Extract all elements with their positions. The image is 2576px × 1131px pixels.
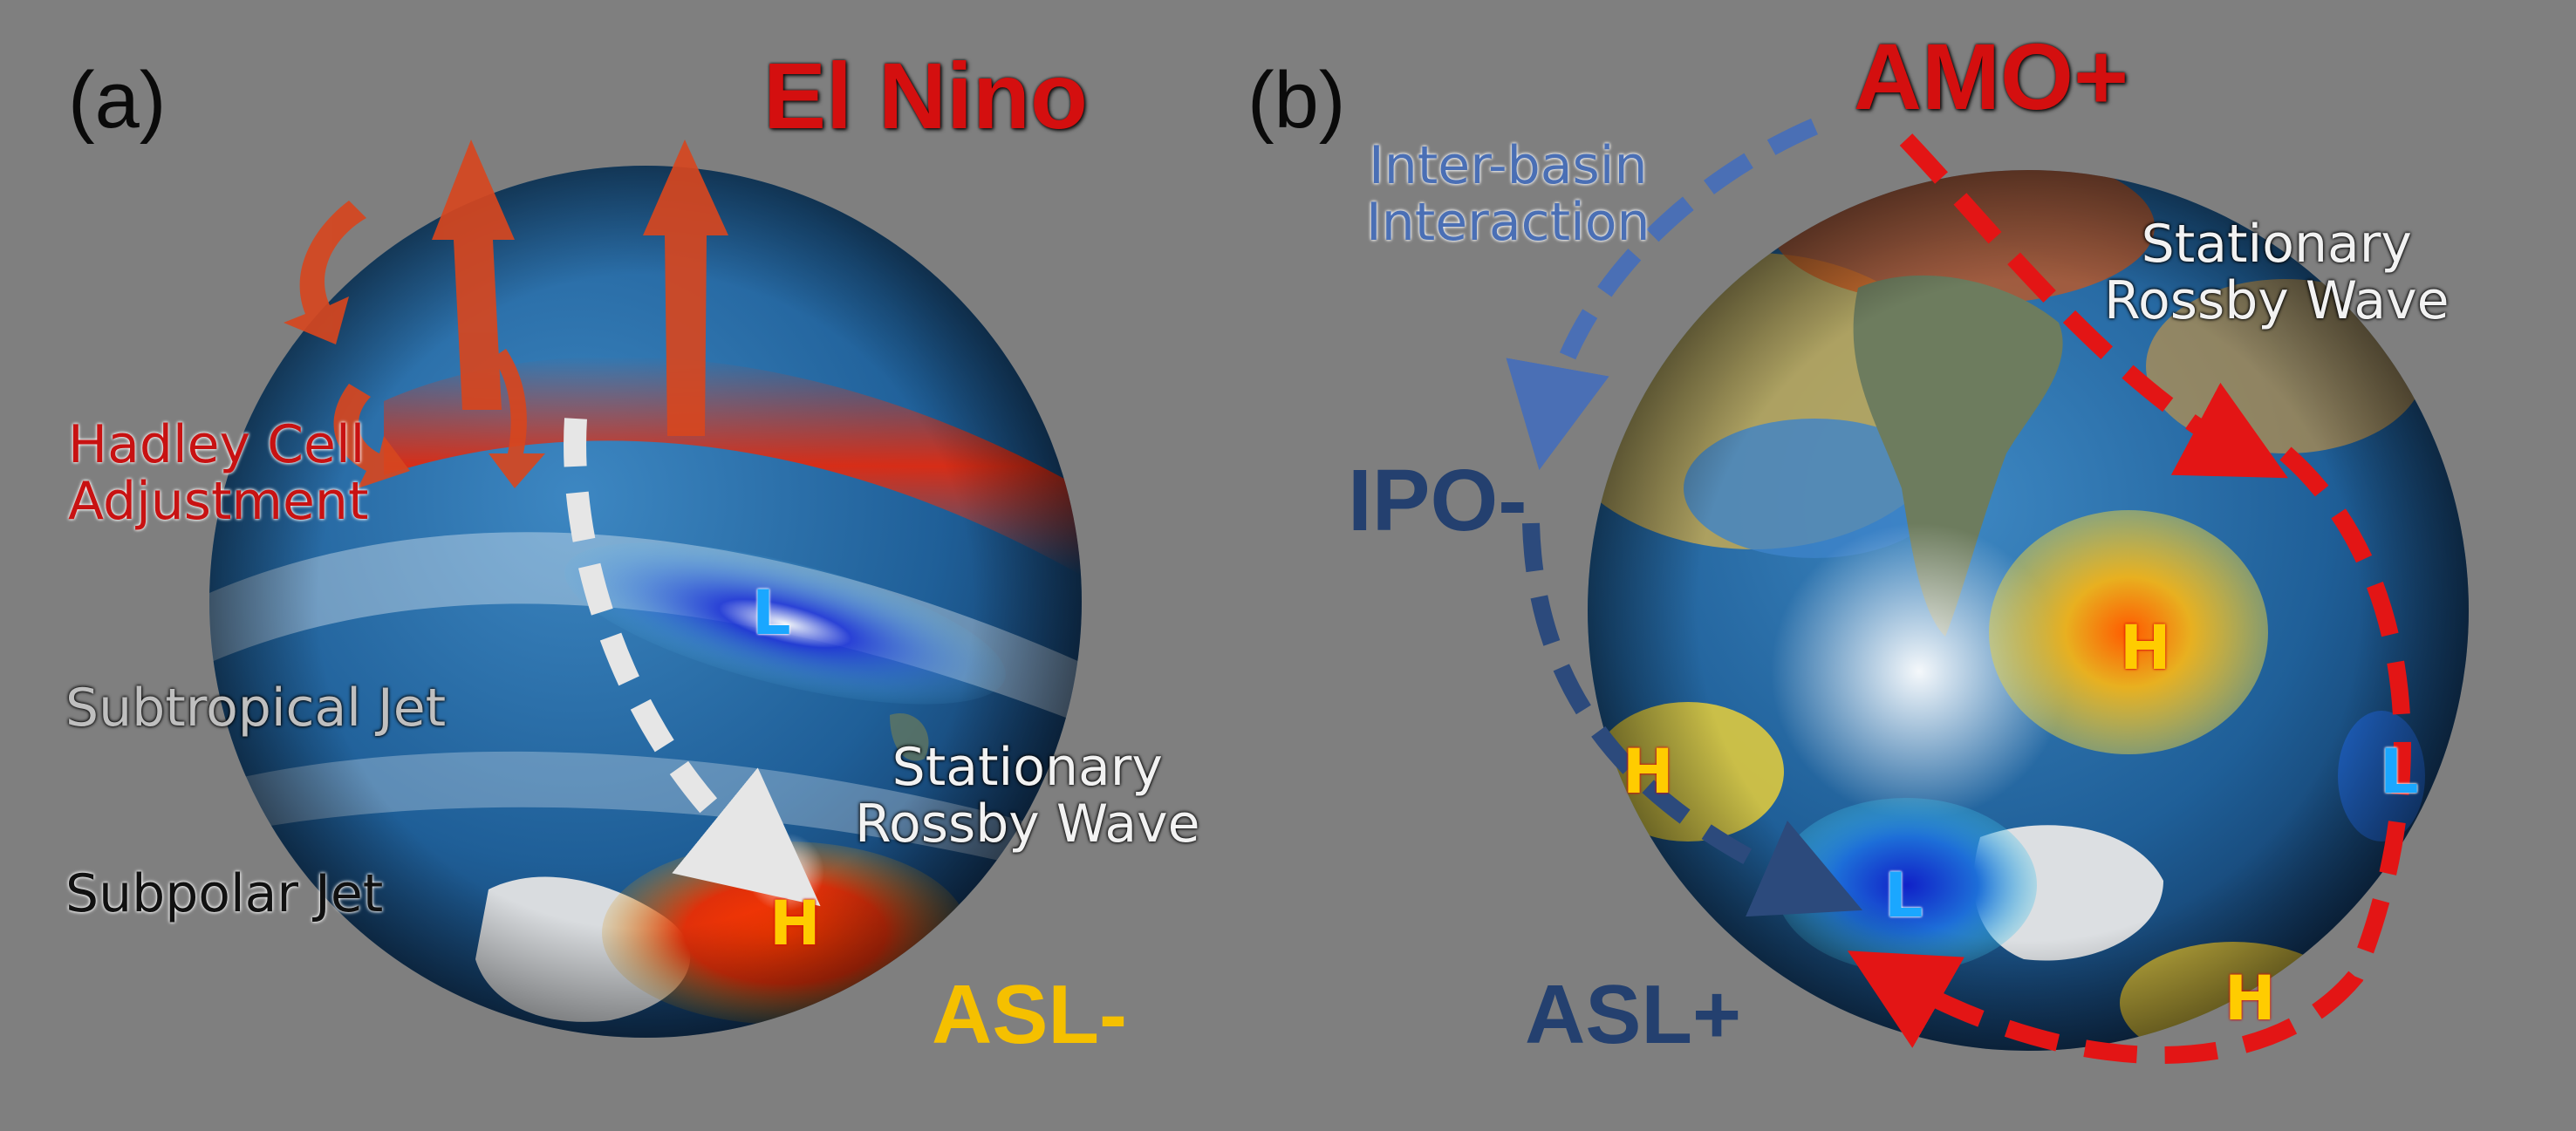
hadley-cell-label: Hadley Cell Adjustment: [68, 414, 369, 532]
high-marker-b-2: H: [1623, 736, 1674, 807]
hadley-up-arrow-2: [643, 140, 728, 436]
rossby-wave-label-a: Stationary Rossby Wave: [855, 737, 1200, 855]
hadley-down-arrow-1: [489, 349, 545, 488]
ipo-minus-label: IPO-: [1348, 452, 1527, 549]
hadley-up-arrow-1: [432, 140, 515, 410]
low-marker-b-1: L: [1884, 860, 1923, 931]
hadley-curl-arrow-1: [284, 201, 366, 344]
low-marker-a: L: [752, 577, 791, 649]
asl-minus-label: ASL-: [932, 968, 1127, 1061]
subtropical-jet-label: Subtropical Jet: [65, 678, 447, 739]
panel-b-tag: (b): [1247, 56, 1346, 145]
rossby-wave-label-b: Stationary Rossby Wave: [2104, 214, 2450, 331]
ipo-pathway-arrow: [1522, 522, 1863, 917]
high-marker-b-1: H: [2120, 612, 2171, 684]
inter-basin-label: Inter-basin Interaction: [1366, 135, 1650, 253]
high-marker-b-3: H: [2224, 963, 2276, 1034]
globe-a-shade: [209, 166, 1082, 1038]
low-marker-b-2: L: [2380, 736, 2419, 807]
high-marker-a: H: [769, 888, 821, 959]
globe-a: [209, 166, 1082, 1038]
hadley-curl-arrow-2: [333, 384, 410, 488]
el-nino-title: El Nino: [763, 43, 1088, 148]
asl-plus-label: ASL+: [1525, 968, 1742, 1061]
subpolar-jet-label: Subpolar Jet: [65, 863, 384, 924]
panel-a-tag: (a): [68, 56, 167, 145]
rossby-path-arrow-a: [564, 418, 821, 907]
hadley-arrows: [284, 140, 728, 488]
amo-plus-title: AMO+: [1854, 24, 2129, 129]
